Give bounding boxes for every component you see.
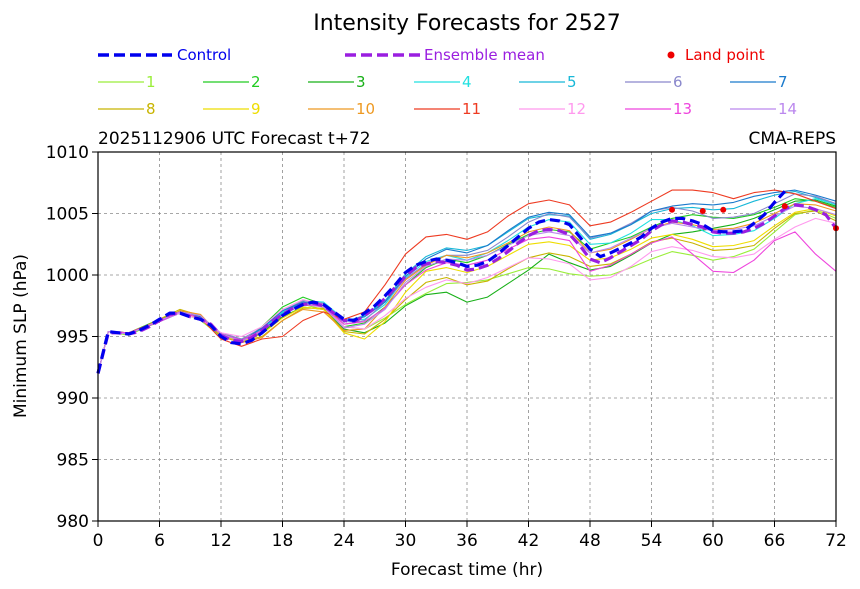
legend-mean-label: Ensemble mean [424, 46, 545, 64]
legend-member-label-4: 4 [462, 73, 472, 91]
y-tick-label: 980 [57, 512, 89, 532]
chart-title: Intensity Forecasts for 2527 [313, 11, 621, 36]
legend-land-marker [667, 51, 675, 59]
x-tick-label: 30 [395, 531, 417, 551]
y-tick-label: 990 [57, 389, 89, 409]
x-tick-label: 42 [518, 531, 540, 551]
x-axis-label: Forecast time (hr) [391, 560, 543, 580]
land-point-marker [720, 206, 727, 213]
member-line-12 [97, 217, 837, 374]
legend-member-label-6: 6 [673, 73, 683, 91]
x-tick-label: 66 [764, 531, 786, 551]
y-tick-label: 1005 [46, 205, 89, 225]
land-point-marker [699, 208, 706, 215]
x-tick-label: 0 [93, 531, 104, 551]
legend-member-label-9: 9 [251, 100, 261, 118]
plot-frame [97, 151, 837, 522]
legend-land-label: Land point [685, 46, 765, 64]
x-tick-label: 36 [456, 531, 478, 551]
legend-member-label-3: 3 [356, 73, 366, 91]
y-tick-label: 1000 [46, 266, 89, 286]
land-point-marker [781, 203, 788, 210]
x-tick-label: 24 [333, 531, 355, 551]
legend-member-label-2: 2 [251, 73, 261, 91]
y-tick-label: 995 [57, 328, 89, 348]
model-label: CMA-REPS [748, 129, 836, 149]
grid [98, 152, 836, 521]
axis-ticks: 0 6 12 18 24 30 36 42 48 54 60 66 72 980 985 990 995 1000… [46, 143, 847, 551]
main-lines [96, 190, 838, 374]
control-line [96, 190, 786, 374]
member-line-11 [97, 189, 837, 374]
land-points [669, 203, 839, 232]
legend-control-label: Control [177, 46, 231, 64]
legend-member-label-12: 12 [567, 100, 586, 118]
x-tick-label: 72 [825, 531, 847, 551]
legend-member-label-8: 8 [146, 100, 156, 118]
x-tick-label: 18 [272, 531, 294, 551]
y-axis-label: Minimum SLP (hPa) [11, 254, 31, 418]
x-tick-label: 60 [702, 531, 724, 551]
x-tick-label: 6 [154, 531, 165, 551]
legend-member-label-7: 7 [778, 73, 788, 91]
forecast-time-label: 2025112906 UTC Forecast t+72 [98, 129, 371, 149]
legend-member-label-14: 14 [778, 100, 797, 118]
legend-member-label-11: 11 [462, 100, 481, 118]
legend-member-label-13: 13 [673, 100, 692, 118]
legend-member-label-1: 1 [146, 73, 156, 91]
x-tick-label: 12 [210, 531, 232, 551]
legend-member-label-5: 5 [567, 73, 577, 91]
legend-member-label-10: 10 [356, 100, 375, 118]
y-tick-label: 985 [57, 451, 89, 471]
x-tick-label: 48 [579, 531, 601, 551]
x-tick-label: 54 [641, 531, 663, 551]
member-legend: 1 2 3 4 5 6 78 9 10 11 12 13 14 [98, 73, 797, 118]
land-point-marker [669, 206, 675, 213]
y-tick-label: 1010 [46, 143, 89, 163]
